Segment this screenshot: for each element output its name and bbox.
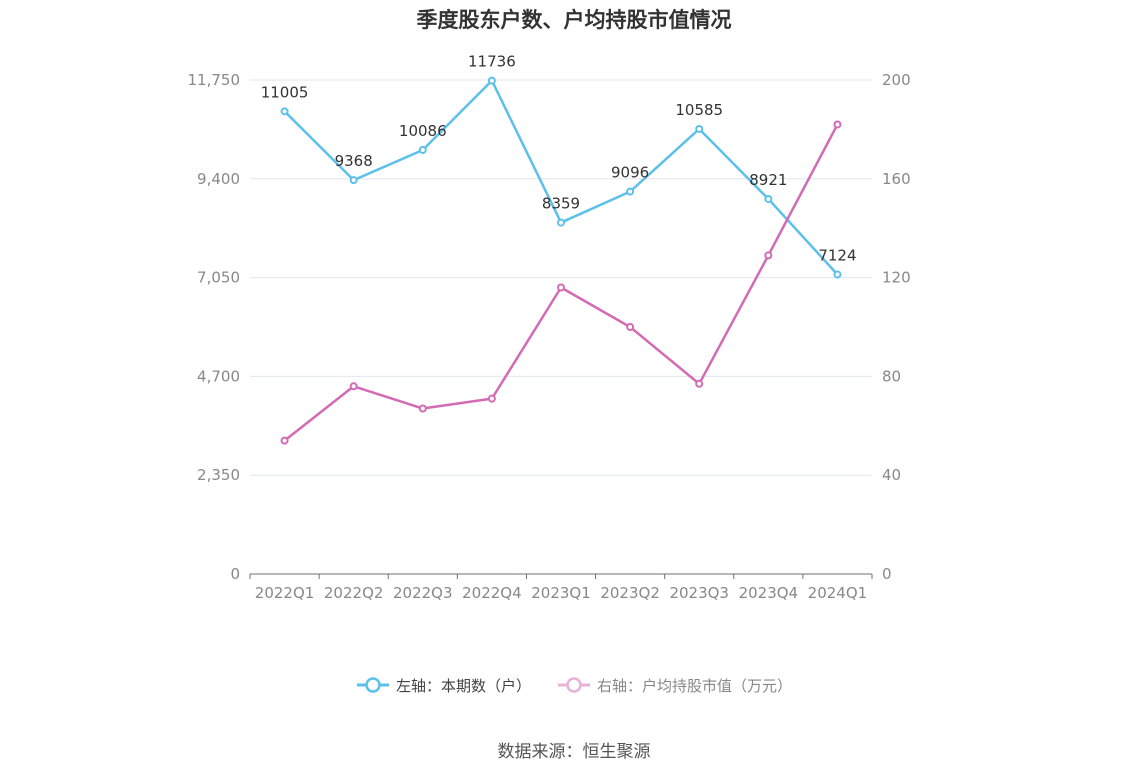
data-labels: 11005 9368 10086 11736 8359 9096 10585 8921 7124 bbox=[261, 53, 857, 265]
legend: 左轴：本期数（户） 右轴：户均持股市值（万元） bbox=[0, 674, 1148, 696]
chart-title: 季度股东户数、户均持股市值情况 bbox=[416, 8, 732, 32]
left-axis-tick-label: 7,050 bbox=[197, 269, 240, 287]
data-point bbox=[349, 382, 358, 391]
data-point bbox=[280, 436, 289, 445]
data-label: 10585 bbox=[675, 101, 723, 119]
data-point bbox=[557, 218, 565, 227]
data-point bbox=[764, 251, 773, 260]
x-axis-tick-label: 2022Q3 bbox=[393, 584, 453, 602]
left-axis-tick-label: 9,400 bbox=[197, 170, 240, 188]
left-axis-tick-label: 4,700 bbox=[197, 367, 240, 385]
axes: 0 2,350 4,700 7,050 9,400 11,750 0 40 80 120 160 20… bbox=[188, 71, 911, 602]
x-axis-tick-label: 2022Q4 bbox=[462, 584, 522, 602]
legend-label: 左轴：本期数（户） bbox=[395, 676, 531, 695]
data-point bbox=[626, 323, 635, 331]
right-axis-tick-label: 200 bbox=[882, 71, 911, 89]
left-axis-tick-label: 0 bbox=[230, 565, 240, 583]
data-label: 11736 bbox=[468, 53, 516, 71]
right-axis-tick-label: 80 bbox=[882, 367, 901, 385]
x-axis-tick-label: 2022Q1 bbox=[255, 584, 315, 602]
x-axis-tick-label: 2023Q2 bbox=[600, 584, 660, 602]
data-point bbox=[695, 379, 704, 388]
legend-label: 右轴：户均持股市值（万元） bbox=[597, 676, 793, 695]
data-point bbox=[487, 76, 496, 85]
left-axis-tick-label: 2,350 bbox=[197, 466, 240, 484]
data-label: 7124 bbox=[818, 246, 856, 264]
data-point bbox=[487, 394, 496, 403]
data-point bbox=[695, 124, 704, 133]
data-label: 9368 bbox=[335, 152, 373, 170]
data-point bbox=[764, 194, 773, 203]
right-axis-tick-label: 0 bbox=[882, 565, 892, 583]
data-point bbox=[833, 270, 842, 279]
right-axis-tick-label: 120 bbox=[882, 269, 911, 287]
data-point bbox=[418, 404, 427, 413]
data-label: 8359 bbox=[542, 195, 580, 213]
data-label: 10086 bbox=[399, 122, 447, 140]
legend-item-left-series[interactable]: 左轴：本期数（户） bbox=[356, 675, 531, 696]
x-axis-tick-label: 2023Q4 bbox=[739, 584, 799, 602]
series-lines bbox=[280, 76, 842, 445]
x-axis-tick-label: 2023Q3 bbox=[669, 584, 729, 602]
right-axis-tick-label: 40 bbox=[882, 466, 901, 484]
grid-lines bbox=[250, 79, 872, 476]
legend-marker-icon bbox=[356, 677, 389, 693]
data-point bbox=[349, 176, 358, 185]
x-axis-tick-label: 2024Q1 bbox=[808, 584, 868, 602]
data-label: 9096 bbox=[611, 164, 649, 182]
x-axis-tick-label: 2022Q2 bbox=[324, 584, 384, 602]
right-axis-tick-label: 160 bbox=[882, 170, 911, 188]
data-point bbox=[833, 120, 842, 129]
data-point bbox=[418, 145, 427, 154]
legend-item-right-series[interactable]: 右轴：户均持股市值（万元） bbox=[557, 675, 792, 696]
data-label: 11005 bbox=[261, 83, 309, 101]
data-point bbox=[557, 283, 565, 292]
data-point bbox=[280, 107, 289, 116]
x-axis-tick-label: 2023Q1 bbox=[531, 584, 591, 602]
data-label: 8921 bbox=[749, 171, 787, 189]
source-note: 数据来源：恒生聚源 bbox=[497, 742, 651, 762]
left-axis-tick-label: 11,750 bbox=[188, 71, 241, 89]
legend-marker-icon bbox=[558, 677, 590, 693]
data-point bbox=[626, 187, 635, 196]
